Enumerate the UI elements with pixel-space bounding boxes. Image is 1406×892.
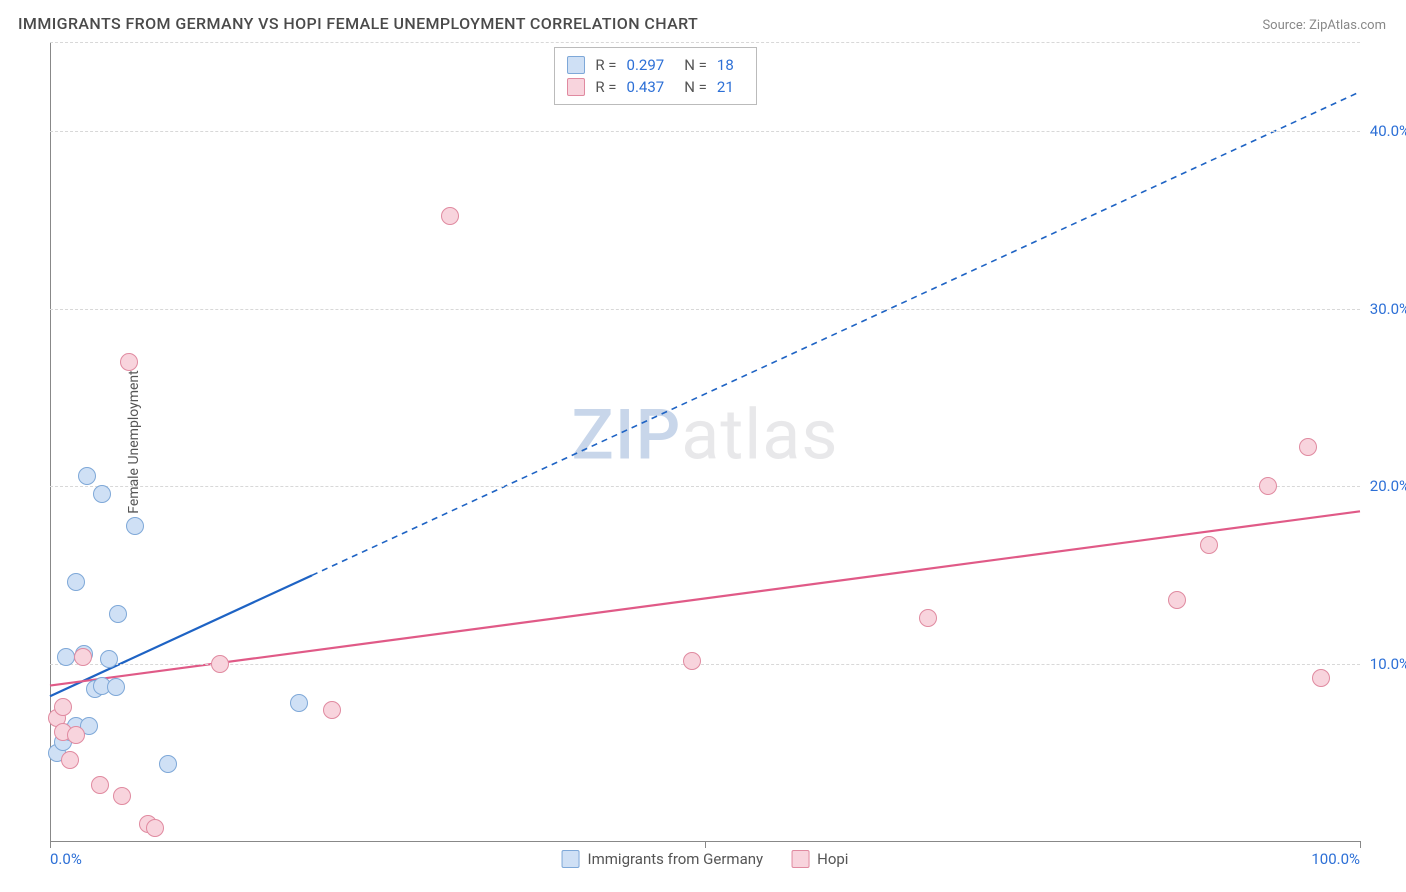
legend-swatch	[791, 850, 809, 868]
trend-lines-layer	[50, 42, 1360, 842]
legend-series-name: Immigrants from Germany	[588, 850, 764, 868]
gridline	[50, 664, 1360, 665]
gridline	[50, 131, 1360, 132]
data-point	[1200, 536, 1218, 554]
data-point	[120, 353, 138, 371]
y-tick-label: 10.0%	[1370, 655, 1406, 673]
legend-row: R = 0.297 N = 18	[567, 54, 743, 76]
data-point	[126, 517, 144, 535]
x-tick-label: 100.0%	[1311, 850, 1360, 868]
legend-swatch	[562, 850, 580, 868]
legend-r-label: R =	[595, 78, 616, 96]
legend-swatch	[567, 78, 585, 96]
data-point	[441, 207, 459, 225]
data-point	[91, 776, 109, 794]
data-point	[1312, 669, 1330, 687]
data-point	[1168, 591, 1186, 609]
x-tick-label: 0.0%	[50, 850, 82, 868]
gridline	[50, 42, 1360, 43]
legend-n-label: N =	[684, 78, 707, 96]
data-point	[78, 467, 96, 485]
data-point	[146, 819, 164, 837]
legend-item: Immigrants from Germany	[562, 850, 764, 868]
trend-line-extrapolated	[312, 92, 1360, 576]
x-tick-mark	[705, 841, 706, 848]
legend-row: R = 0.437 N = 21	[567, 76, 743, 98]
source-credit: Source: ZipAtlas.com	[1262, 18, 1386, 33]
legend-r-label: R =	[595, 56, 616, 74]
legend-r-value: 0.437	[627, 78, 665, 96]
legend-r-value: 0.297	[627, 56, 665, 74]
trend-line	[50, 511, 1360, 685]
x-tick-mark	[50, 841, 51, 848]
chart-title: IMMIGRANTS FROM GERMANY VS HOPI FEMALE U…	[18, 14, 698, 33]
data-point	[54, 698, 72, 716]
data-point	[67, 726, 85, 744]
data-point	[113, 787, 131, 805]
gridline	[50, 309, 1360, 310]
y-tick-label: 20.0%	[1370, 477, 1406, 495]
legend-swatch	[567, 56, 585, 74]
data-point	[683, 652, 701, 670]
data-point	[109, 605, 127, 623]
legend-series-name: Hopi	[817, 850, 848, 868]
legend-n-value: 21	[717, 78, 734, 96]
series-legend: Immigrants from Germany Hopi	[562, 850, 849, 868]
x-tick-mark	[1360, 841, 1361, 848]
data-point	[290, 694, 308, 712]
data-point	[1299, 438, 1317, 456]
data-point	[74, 648, 92, 666]
data-point	[323, 701, 341, 719]
y-tick-label: 40.0%	[1370, 122, 1406, 140]
source-label: Source:	[1262, 18, 1305, 33]
data-point	[67, 573, 85, 591]
data-point	[100, 650, 118, 668]
data-point	[57, 648, 75, 666]
data-point	[93, 485, 111, 503]
trend-line	[50, 575, 312, 696]
gridline	[50, 486, 1360, 487]
data-point	[211, 655, 229, 673]
source-site: ZipAtlas.com	[1309, 18, 1386, 33]
legend-n-value: 18	[717, 56, 734, 74]
legend-item: Hopi	[791, 850, 848, 868]
data-point	[159, 755, 177, 773]
data-point	[1259, 477, 1277, 495]
data-point	[107, 678, 125, 696]
scatter-plot: Female Unemployment ZIPatlas R =0.297N =…	[50, 42, 1360, 842]
data-point	[919, 609, 937, 627]
y-tick-label: 30.0%	[1370, 300, 1406, 318]
legend-n-label: N =	[684, 56, 707, 74]
data-point	[61, 751, 79, 769]
correlation-legend: R = 0.297 N = 18 R = 0.437 N = 21	[554, 47, 756, 105]
